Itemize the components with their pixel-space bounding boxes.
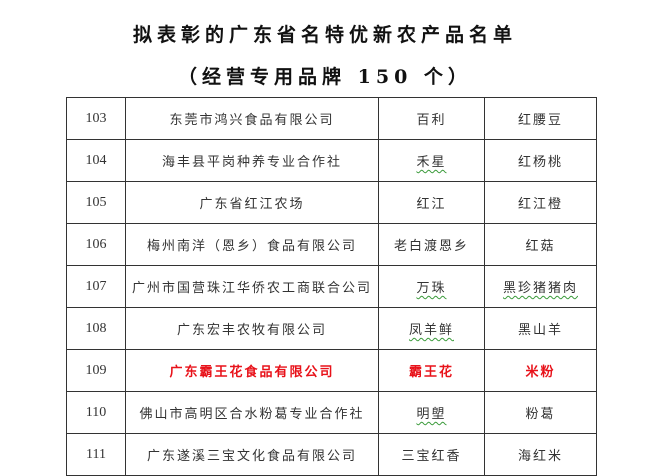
brand-name: 凤羊鲜 xyxy=(408,323,454,338)
table-row: 106 梅州南洋（恩乡）食品有限公司 老白渡恩乡 红菇 xyxy=(66,223,597,266)
page-title: 拟表彰的广东省名特优新农产品名单 xyxy=(132,24,517,46)
company-name: 广东宏丰农牧有限公司 xyxy=(176,323,327,338)
product-name-cell: 红杨桃 xyxy=(484,139,597,182)
row-number: 105 xyxy=(85,194,107,210)
product-name-cell: 海红米 xyxy=(484,433,597,476)
row-number-cell: 109 xyxy=(66,349,126,392)
brand-name-cell: 万珠 xyxy=(378,265,485,308)
company-name: 梅州南洋（恩乡）食品有限公司 xyxy=(146,239,357,254)
company-name-cell: 东莞市鸿兴食品有限公司 xyxy=(125,97,379,140)
product-name: 红腰豆 xyxy=(517,113,563,128)
brand-name-cell: 老白渡恩乡 xyxy=(378,223,485,266)
brand-name: 三宝红香 xyxy=(401,449,462,464)
brand-name: 老白渡恩乡 xyxy=(393,239,469,254)
product-name: 粉葛 xyxy=(525,407,556,422)
company-name-cell: 梅州南洋（恩乡）食品有限公司 xyxy=(125,223,379,266)
brand-name-cell: 百利 xyxy=(378,97,485,140)
row-number-cell: 108 xyxy=(66,307,126,350)
brand-name-cell: 凤羊鲜 xyxy=(378,307,485,350)
brand-name-cell: 明塱 xyxy=(378,391,485,434)
product-name-cell: 红江橙 xyxy=(484,181,597,224)
row-number: 108 xyxy=(85,320,107,336)
row-number: 110 xyxy=(85,404,107,420)
product-name: 红江橙 xyxy=(517,197,563,212)
brand-name-cell: 红江 xyxy=(378,181,485,224)
company-name: 东莞市鸿兴食品有限公司 xyxy=(169,113,335,128)
row-number-cell: 107 xyxy=(66,265,126,308)
company-name-cell: 海丰县平岗种养专业合作社 xyxy=(125,139,379,182)
row-number: 103 xyxy=(85,110,107,126)
row-number-cell: 103 xyxy=(66,97,126,140)
product-name: 红杨桃 xyxy=(517,155,563,170)
row-number: 111 xyxy=(86,446,106,462)
row-number-cell: 110 xyxy=(66,391,126,434)
product-name-cell: 粉葛 xyxy=(484,391,597,434)
row-number-cell: 105 xyxy=(66,181,126,224)
row-number: 107 xyxy=(85,278,107,294)
product-name: 米粉 xyxy=(525,365,556,380)
row-number: 109 xyxy=(85,362,107,378)
product-name: 海红米 xyxy=(517,449,563,464)
company-name: 海丰县平岗种养专业合作社 xyxy=(161,155,342,170)
table-row: 108 广东宏丰农牧有限公司 凤羊鲜 黑山羊 xyxy=(66,307,597,350)
page-subtitle: （经营专用品牌 150 个） xyxy=(178,66,472,88)
company-name-cell: 广州市国营珠江华侨农工商联合公司 xyxy=(125,265,379,308)
brand-name-cell: 三宝红香 xyxy=(378,433,485,476)
brand-name: 红江 xyxy=(416,197,447,212)
brand-name-cell: 禾星 xyxy=(378,139,485,182)
row-number: 106 xyxy=(85,236,107,252)
row-number-cell: 104 xyxy=(66,139,126,182)
table-row: 110 佛山市高明区合水粉葛专业合作社 明塱 粉葛 xyxy=(66,391,597,434)
table-row: 109 广东霸王花食品有限公司 霸王花 米粉 xyxy=(66,349,597,392)
brand-name: 霸王花 xyxy=(408,365,454,380)
table-row: 111 广东遂溪三宝文化食品有限公司 三宝红香 海红米 xyxy=(66,433,597,476)
company-name: 广东霸王花食品有限公司 xyxy=(169,365,335,380)
product-name-cell: 红菇 xyxy=(484,223,597,266)
product-name-cell: 米粉 xyxy=(484,349,597,392)
company-name-cell: 广东宏丰农牧有限公司 xyxy=(125,307,379,350)
company-name: 广州市国营珠江华侨农工商联合公司 xyxy=(131,281,372,296)
table-row: 107 广州市国营珠江华侨农工商联合公司 万珠 黑珍猪猪肉 xyxy=(66,265,597,308)
row-number-cell: 106 xyxy=(66,223,126,266)
company-name-cell: 佛山市高明区合水粉葛专业合作社 xyxy=(125,391,379,434)
brand-name: 万珠 xyxy=(416,281,447,296)
product-name-cell: 红腰豆 xyxy=(484,97,597,140)
row-number: 104 xyxy=(85,152,107,168)
table-row: 105 广东省红江农场 红江 红江橙 xyxy=(66,181,597,224)
company-name-cell: 广东遂溪三宝文化食品有限公司 xyxy=(125,433,379,476)
product-name: 红菇 xyxy=(525,239,556,254)
company-name: 广东遂溪三宝文化食品有限公司 xyxy=(146,449,357,464)
product-name-cell: 黑珍猪猪肉 xyxy=(484,265,597,308)
product-name: 黑山羊 xyxy=(517,323,563,338)
table-row: 103 东莞市鸿兴食品有限公司 百利 红腰豆 xyxy=(66,97,597,140)
company-name: 广东省红江农场 xyxy=(199,197,305,212)
product-name: 黑珍猪猪肉 xyxy=(502,281,578,296)
row-number-cell: 111 xyxy=(66,433,126,476)
product-name-cell: 黑山羊 xyxy=(484,307,597,350)
company-name: 佛山市高明区合水粉葛专业合作社 xyxy=(139,407,365,422)
table-row: 104 海丰县平岗种养专业合作社 禾星 红杨桃 xyxy=(66,139,597,182)
company-name-cell: 广东霸王花食品有限公司 xyxy=(125,349,379,392)
brand-name: 明塱 xyxy=(416,407,447,422)
company-name-cell: 广东省红江农场 xyxy=(125,181,379,224)
product-table: 103 东莞市鸿兴食品有限公司 百利 红腰豆 104 海丰县平岗种养专业合作社 禾星 红杨桃 1… xyxy=(66,97,597,476)
brand-name: 百利 xyxy=(416,113,447,128)
brand-name: 禾星 xyxy=(416,155,447,170)
brand-name-cell: 霸王花 xyxy=(378,349,485,392)
